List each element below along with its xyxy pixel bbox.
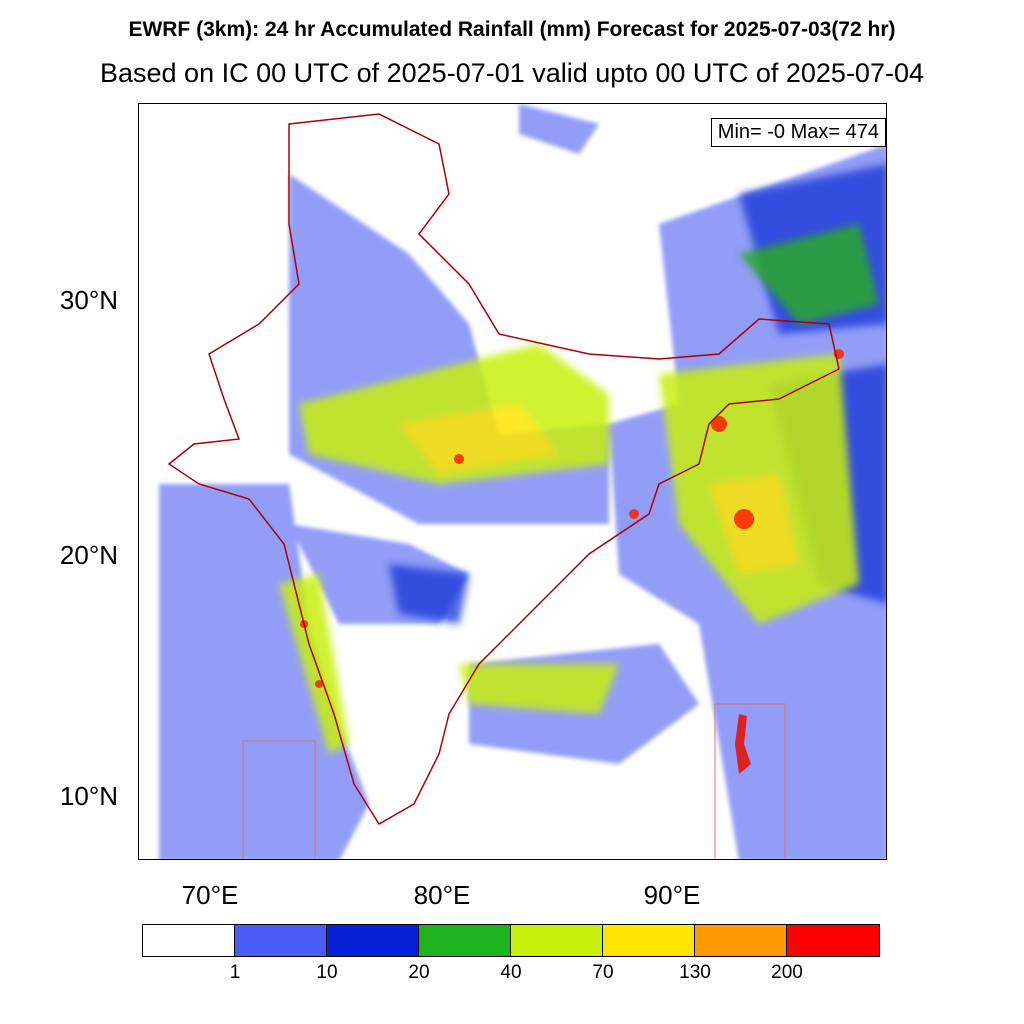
colorbar-swatch	[787, 925, 879, 956]
lon-label-80e: 80°E	[413, 880, 471, 910]
map-title: EWRF (3km): 24 hr Accumulated Rainfall (…	[128, 18, 896, 41]
lat-label-20n: 20°N	[59, 540, 118, 570]
map-subtitle: Based on IC 00 UTC of 2025-07-01 valid u…	[100, 58, 924, 88]
colorbar-label: 1	[229, 962, 241, 983]
rainfall-map-canvas	[159, 104, 886, 859]
colorbar-label: 200	[771, 962, 803, 983]
rainfall-map: Min= -0 Max= 474	[138, 103, 887, 860]
rain-extreme-cells	[300, 349, 844, 688]
min-max-label: Min= -0 Max= 474	[710, 118, 886, 147]
lakshadweep-box	[242, 740, 316, 859]
lat-label-10n: 10°N	[59, 781, 118, 811]
colorbar-swatch	[511, 925, 603, 956]
colorbar-label: 10	[316, 962, 338, 983]
colorbar-label: 40	[500, 962, 522, 983]
lat-label-30n: 30°N	[59, 285, 118, 315]
colorbar-label: 70	[592, 962, 614, 983]
colorbar-swatch	[327, 925, 419, 956]
colorbar-label: 20	[408, 962, 430, 983]
colorbar-swatch	[235, 925, 327, 956]
lon-label-70e: 70°E	[181, 880, 239, 910]
andaman-islands	[714, 703, 786, 859]
colorbar-label: 130	[679, 962, 711, 983]
india-boundary	[167, 113, 840, 826]
lon-label-90e: 90°E	[643, 880, 701, 910]
colorbar-swatch	[603, 925, 695, 956]
colorbar-swatch	[695, 925, 787, 956]
colorbar	[142, 924, 880, 957]
colorbar-swatch	[419, 925, 511, 956]
colorbar-swatch	[143, 925, 235, 956]
